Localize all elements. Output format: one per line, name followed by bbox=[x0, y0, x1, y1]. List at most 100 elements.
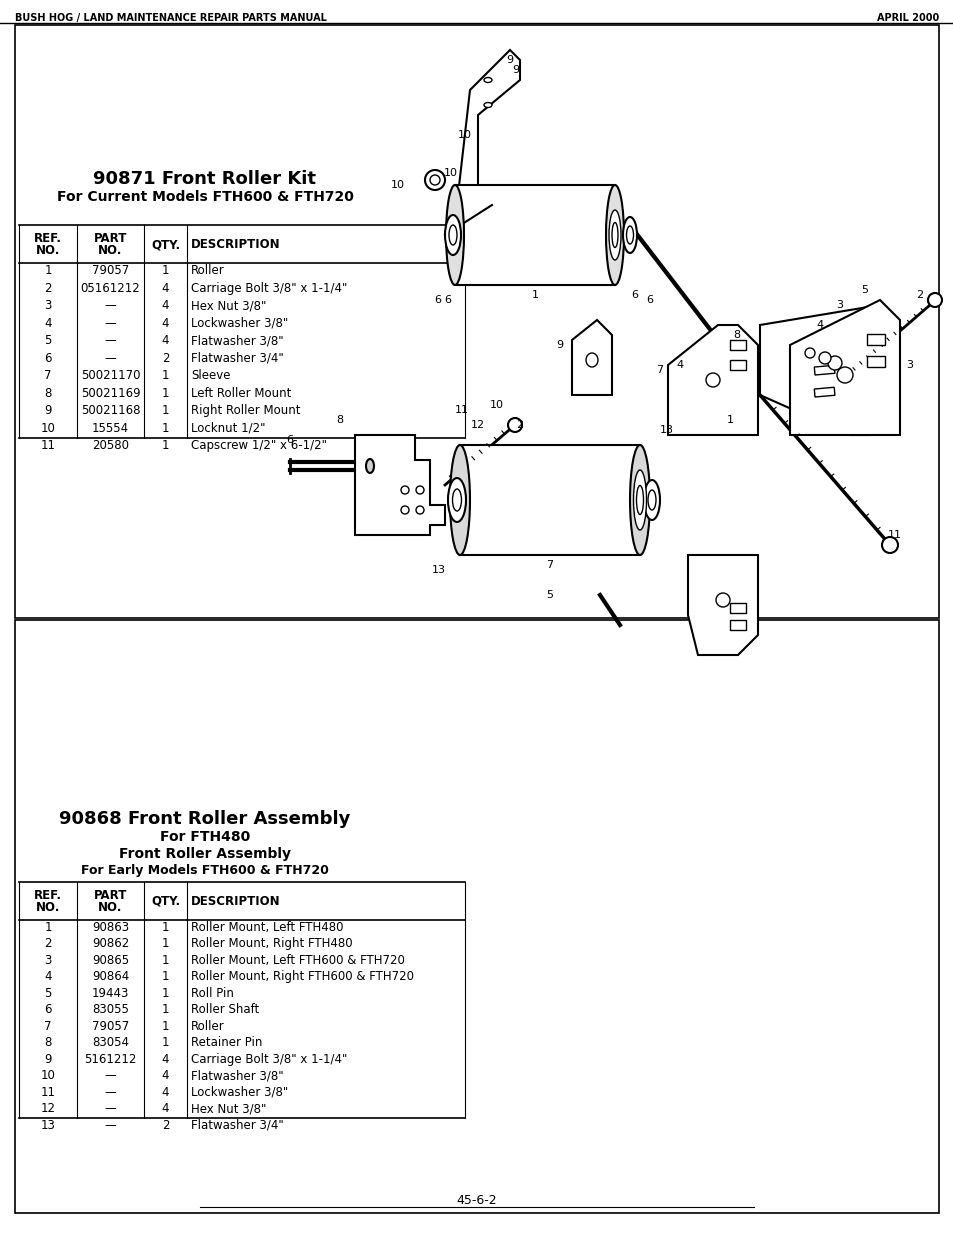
Text: 9: 9 bbox=[44, 1052, 51, 1066]
Text: 10: 10 bbox=[41, 421, 55, 435]
Text: —: — bbox=[105, 352, 116, 364]
Text: 90871 Front Roller Kit: 90871 Front Roller Kit bbox=[93, 170, 316, 188]
Text: 90864: 90864 bbox=[91, 971, 129, 983]
Text: Roller Mount, Right FTH480: Roller Mount, Right FTH480 bbox=[191, 937, 353, 950]
Text: REF.: REF. bbox=[34, 889, 62, 902]
Text: —: — bbox=[105, 316, 116, 330]
Text: 1: 1 bbox=[162, 404, 169, 417]
Text: 6: 6 bbox=[434, 295, 441, 305]
Text: 1: 1 bbox=[44, 264, 51, 277]
Text: 1: 1 bbox=[531, 290, 537, 300]
Text: 2: 2 bbox=[516, 420, 523, 430]
Text: NO.: NO. bbox=[36, 902, 60, 914]
Text: 10: 10 bbox=[443, 168, 457, 178]
Text: Capscrew 1/2" x 6-1/2": Capscrew 1/2" x 6-1/2" bbox=[191, 440, 327, 452]
Text: 4: 4 bbox=[162, 1070, 169, 1082]
Text: 11: 11 bbox=[455, 405, 469, 415]
Text: For FTH480: For FTH480 bbox=[160, 830, 250, 844]
Circle shape bbox=[416, 487, 423, 494]
Text: 1: 1 bbox=[162, 421, 169, 435]
Circle shape bbox=[927, 293, 941, 308]
Polygon shape bbox=[457, 49, 519, 210]
Text: Roller Mount, Left FTH480: Roller Mount, Left FTH480 bbox=[191, 921, 343, 934]
Text: 4: 4 bbox=[162, 1052, 169, 1066]
Circle shape bbox=[400, 506, 409, 514]
Text: 1: 1 bbox=[162, 264, 169, 277]
Text: 79057: 79057 bbox=[91, 1020, 129, 1032]
Text: 9: 9 bbox=[556, 340, 563, 350]
Text: 7: 7 bbox=[44, 1020, 51, 1032]
Text: —: — bbox=[105, 1070, 116, 1082]
Text: —: — bbox=[105, 1119, 116, 1131]
Bar bbox=[866, 333, 884, 345]
Text: 50021168: 50021168 bbox=[81, 404, 140, 417]
Text: 1: 1 bbox=[162, 953, 169, 967]
Bar bbox=[729, 620, 745, 630]
Text: —: — bbox=[105, 1086, 116, 1099]
Polygon shape bbox=[687, 555, 758, 655]
Text: 12: 12 bbox=[40, 1103, 55, 1115]
Text: 1: 1 bbox=[162, 369, 169, 383]
Text: 11: 11 bbox=[887, 530, 901, 540]
Text: Roller Shaft: Roller Shaft bbox=[191, 1003, 259, 1016]
Ellipse shape bbox=[605, 185, 623, 285]
Text: Roller: Roller bbox=[191, 1020, 225, 1032]
Text: 90862: 90862 bbox=[91, 937, 129, 950]
Text: 50021169: 50021169 bbox=[81, 387, 140, 400]
Ellipse shape bbox=[629, 445, 649, 555]
Ellipse shape bbox=[446, 185, 463, 285]
Text: Flatwasher 3/8": Flatwasher 3/8" bbox=[191, 1070, 283, 1082]
Bar bbox=[15, 620, 938, 1213]
Polygon shape bbox=[355, 435, 444, 535]
Text: Hex Nut 3/8": Hex Nut 3/8" bbox=[191, 299, 266, 312]
Circle shape bbox=[400, 487, 409, 494]
Text: 7: 7 bbox=[656, 366, 663, 375]
Text: Flatwasher 3/4": Flatwasher 3/4" bbox=[191, 352, 283, 364]
Text: 10: 10 bbox=[457, 130, 472, 140]
Text: 1: 1 bbox=[162, 921, 169, 934]
Bar bbox=[814, 388, 834, 396]
Text: 1: 1 bbox=[162, 937, 169, 950]
Text: Roller Mount, Left FTH600 & FTH720: Roller Mount, Left FTH600 & FTH720 bbox=[191, 953, 404, 967]
Text: REF.: REF. bbox=[34, 232, 62, 245]
Circle shape bbox=[416, 506, 423, 514]
Text: 2: 2 bbox=[162, 1119, 169, 1131]
Text: DESCRIPTION: DESCRIPTION bbox=[191, 895, 280, 908]
Text: 7: 7 bbox=[44, 369, 51, 383]
Ellipse shape bbox=[643, 480, 659, 520]
Text: —: — bbox=[105, 299, 116, 312]
Text: 5: 5 bbox=[861, 285, 867, 295]
Bar bbox=[459, 445, 639, 555]
Text: 6: 6 bbox=[286, 435, 294, 445]
Text: 4: 4 bbox=[162, 282, 169, 295]
Text: NO.: NO. bbox=[36, 245, 60, 257]
Text: 4: 4 bbox=[162, 299, 169, 312]
Text: 6: 6 bbox=[444, 295, 451, 305]
Text: Carriage Bolt 3/8" x 1-1/4": Carriage Bolt 3/8" x 1-1/4" bbox=[191, 282, 347, 295]
Text: 9: 9 bbox=[506, 56, 513, 65]
Polygon shape bbox=[789, 300, 899, 435]
Text: 4: 4 bbox=[44, 971, 51, 983]
Text: 2: 2 bbox=[44, 282, 51, 295]
Text: 90863: 90863 bbox=[91, 921, 129, 934]
Text: 10: 10 bbox=[490, 400, 503, 410]
Text: 3: 3 bbox=[905, 359, 913, 370]
Text: 1: 1 bbox=[162, 387, 169, 400]
Text: 9: 9 bbox=[44, 404, 51, 417]
Ellipse shape bbox=[366, 459, 374, 473]
Text: 83054: 83054 bbox=[91, 1036, 129, 1050]
Text: 4: 4 bbox=[162, 1103, 169, 1115]
Text: PART: PART bbox=[93, 889, 127, 902]
Text: Lockwasher 3/8": Lockwasher 3/8" bbox=[191, 316, 288, 330]
Text: Locknut 1/2": Locknut 1/2" bbox=[191, 421, 265, 435]
Text: 4: 4 bbox=[816, 320, 822, 330]
Text: Lockwasher 3/8": Lockwasher 3/8" bbox=[191, 1086, 288, 1099]
Text: 12: 12 bbox=[471, 420, 484, 430]
Polygon shape bbox=[667, 325, 758, 435]
Text: 4: 4 bbox=[676, 359, 683, 370]
Circle shape bbox=[827, 356, 841, 370]
Text: 2: 2 bbox=[44, 937, 51, 950]
Text: Left Roller Mount: Left Roller Mount bbox=[191, 387, 291, 400]
Text: 2: 2 bbox=[162, 352, 169, 364]
Text: 13: 13 bbox=[659, 425, 673, 435]
